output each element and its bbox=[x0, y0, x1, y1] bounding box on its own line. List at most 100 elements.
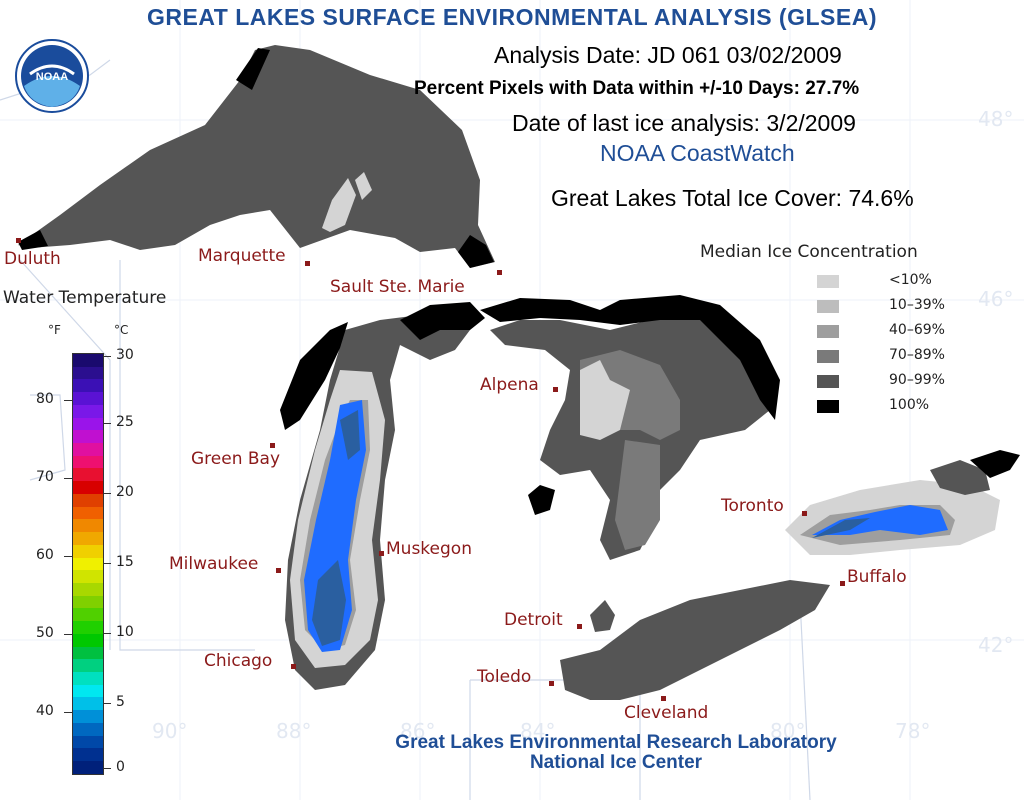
scale-color-cell bbox=[73, 735, 103, 749]
ice-legend-swatch bbox=[817, 350, 839, 363]
scale-color-cell bbox=[73, 557, 103, 571]
celsius-tick-label: 0 bbox=[116, 759, 125, 775]
ice-legend-swatch bbox=[817, 325, 839, 338]
scale-color-cell bbox=[73, 684, 103, 698]
city-marker-icon bbox=[497, 270, 502, 275]
page-title: GREAT LAKES SURFACE ENVIRONMENTAL ANALYS… bbox=[147, 4, 877, 30]
fahrenheit-tick-label: 70 bbox=[36, 469, 54, 485]
ice-legend-label: 10–39% bbox=[889, 297, 945, 313]
city-label: Cleveland bbox=[624, 703, 709, 723]
city-label: Alpena bbox=[480, 375, 539, 395]
scale-color-cell bbox=[73, 532, 103, 545]
noaa-logo-text: NOAA bbox=[36, 71, 68, 83]
fahrenheit-tick-label: 50 bbox=[36, 625, 54, 641]
lon-label-86: 86° bbox=[400, 719, 435, 743]
city-label: Toronto bbox=[721, 496, 784, 516]
scale-color-cell bbox=[73, 595, 103, 609]
city-label: Marquette bbox=[198, 246, 286, 266]
fahrenheit-tick-mark bbox=[64, 400, 72, 401]
scale-color-cell bbox=[73, 354, 103, 367]
scale-color-cell bbox=[73, 493, 103, 507]
scale-color-cell bbox=[73, 379, 103, 393]
water-temp-title: Water Temperature bbox=[3, 288, 167, 308]
ice-legend-label: 70–89% bbox=[889, 347, 945, 363]
city-marker-icon bbox=[577, 624, 582, 629]
city-label: Milwaukee bbox=[169, 554, 259, 574]
scale-color-cell bbox=[73, 697, 103, 711]
source-label: NOAA CoastWatch bbox=[600, 140, 795, 166]
celsius-tick-label: 10 bbox=[116, 624, 134, 640]
scale-color-cell bbox=[73, 646, 103, 660]
city-label: Buffalo bbox=[847, 567, 907, 587]
city-label: Green Bay bbox=[191, 449, 281, 469]
graticule-labels: 48° 46° 42° 90° 88° 86° 84° 80° 78° bbox=[152, 107, 1013, 743]
celsius-tick-mark bbox=[103, 703, 111, 704]
lat-label-48: 48° bbox=[978, 107, 1013, 131]
city-marker-icon bbox=[291, 664, 296, 669]
city-label: Detroit bbox=[504, 610, 563, 630]
city-marker-icon bbox=[553, 387, 558, 392]
celsius-tick-mark bbox=[103, 633, 111, 634]
scale-color-cell bbox=[73, 506, 103, 520]
unit-fahrenheit: °F bbox=[48, 323, 61, 337]
city-marker-icon bbox=[270, 443, 275, 448]
total-ice-cover: Great Lakes Total Ice Cover: 74.6% bbox=[551, 185, 914, 211]
city-marker-icon bbox=[379, 551, 384, 556]
ice-legend-swatch bbox=[817, 275, 839, 288]
celsius-tick-mark bbox=[103, 563, 111, 564]
city-label: Duluth bbox=[4, 249, 61, 269]
lon-label-88: 88° bbox=[276, 719, 311, 743]
scale-color-cell bbox=[73, 468, 103, 482]
scale-color-cell bbox=[73, 761, 103, 774]
scale-color-cell bbox=[73, 748, 103, 761]
city-label: Toledo bbox=[477, 667, 532, 687]
scale-color-cell bbox=[73, 608, 103, 622]
ice-legend-swatch bbox=[817, 300, 839, 313]
credit-glerl: Great Lakes Environmental Research Labor… bbox=[395, 732, 837, 753]
scale-color-cell bbox=[73, 430, 103, 444]
ice-legend-label: <10% bbox=[889, 272, 932, 288]
lake-huron bbox=[480, 295, 780, 560]
celsius-tick-label: 20 bbox=[116, 484, 134, 500]
city-marker-icon bbox=[305, 261, 310, 266]
scale-color-cell bbox=[73, 417, 103, 431]
scale-color-cell bbox=[73, 544, 103, 558]
fahrenheit-tick-mark bbox=[64, 478, 72, 479]
city-marker-icon bbox=[840, 581, 845, 586]
scale-color-cell bbox=[73, 633, 103, 647]
fahrenheit-tick-label: 80 bbox=[36, 391, 54, 407]
lon-label-84: 84° bbox=[520, 719, 555, 743]
city-marker-icon bbox=[661, 696, 666, 701]
lake-erie bbox=[560, 580, 830, 700]
fahrenheit-tick-mark bbox=[64, 712, 72, 713]
scale-color-cell bbox=[73, 621, 103, 634]
last-ice-analysis: Date of last ice analysis: 3/2/2009 bbox=[512, 110, 856, 136]
city-marker-icon bbox=[549, 681, 554, 686]
celsius-tick-label: 5 bbox=[116, 694, 125, 710]
city-label: Sault Ste. Marie bbox=[330, 277, 465, 297]
ice-legend-label: 90–99% bbox=[889, 372, 945, 388]
city-marker-icon bbox=[276, 568, 281, 573]
scale-color-cell bbox=[73, 404, 103, 418]
lake-ontario bbox=[785, 450, 1020, 555]
celsius-tick-mark bbox=[103, 423, 111, 424]
scale-color-cell bbox=[73, 519, 103, 533]
scale-color-cell bbox=[73, 481, 103, 494]
fahrenheit-tick-label: 60 bbox=[36, 547, 54, 563]
celsius-tick-mark bbox=[103, 768, 111, 769]
fahrenheit-tick-label: 40 bbox=[36, 703, 54, 719]
fahrenheit-tick-mark bbox=[64, 556, 72, 557]
city-marker-icon bbox=[802, 511, 807, 516]
city-label: Muskegon bbox=[386, 539, 472, 559]
scale-color-cell bbox=[73, 659, 103, 672]
scale-color-cell bbox=[73, 443, 103, 456]
celsius-tick-mark bbox=[103, 356, 111, 357]
lon-label-90: 90° bbox=[152, 719, 187, 743]
percent-pixels: Percent Pixels with Data within +/-10 Da… bbox=[414, 78, 860, 99]
scale-color-cell bbox=[73, 671, 103, 685]
celsius-tick-label: 15 bbox=[116, 554, 134, 570]
lake-michigan bbox=[280, 302, 485, 690]
ice-legend-swatch bbox=[817, 400, 839, 413]
scale-color-cell bbox=[73, 366, 103, 380]
